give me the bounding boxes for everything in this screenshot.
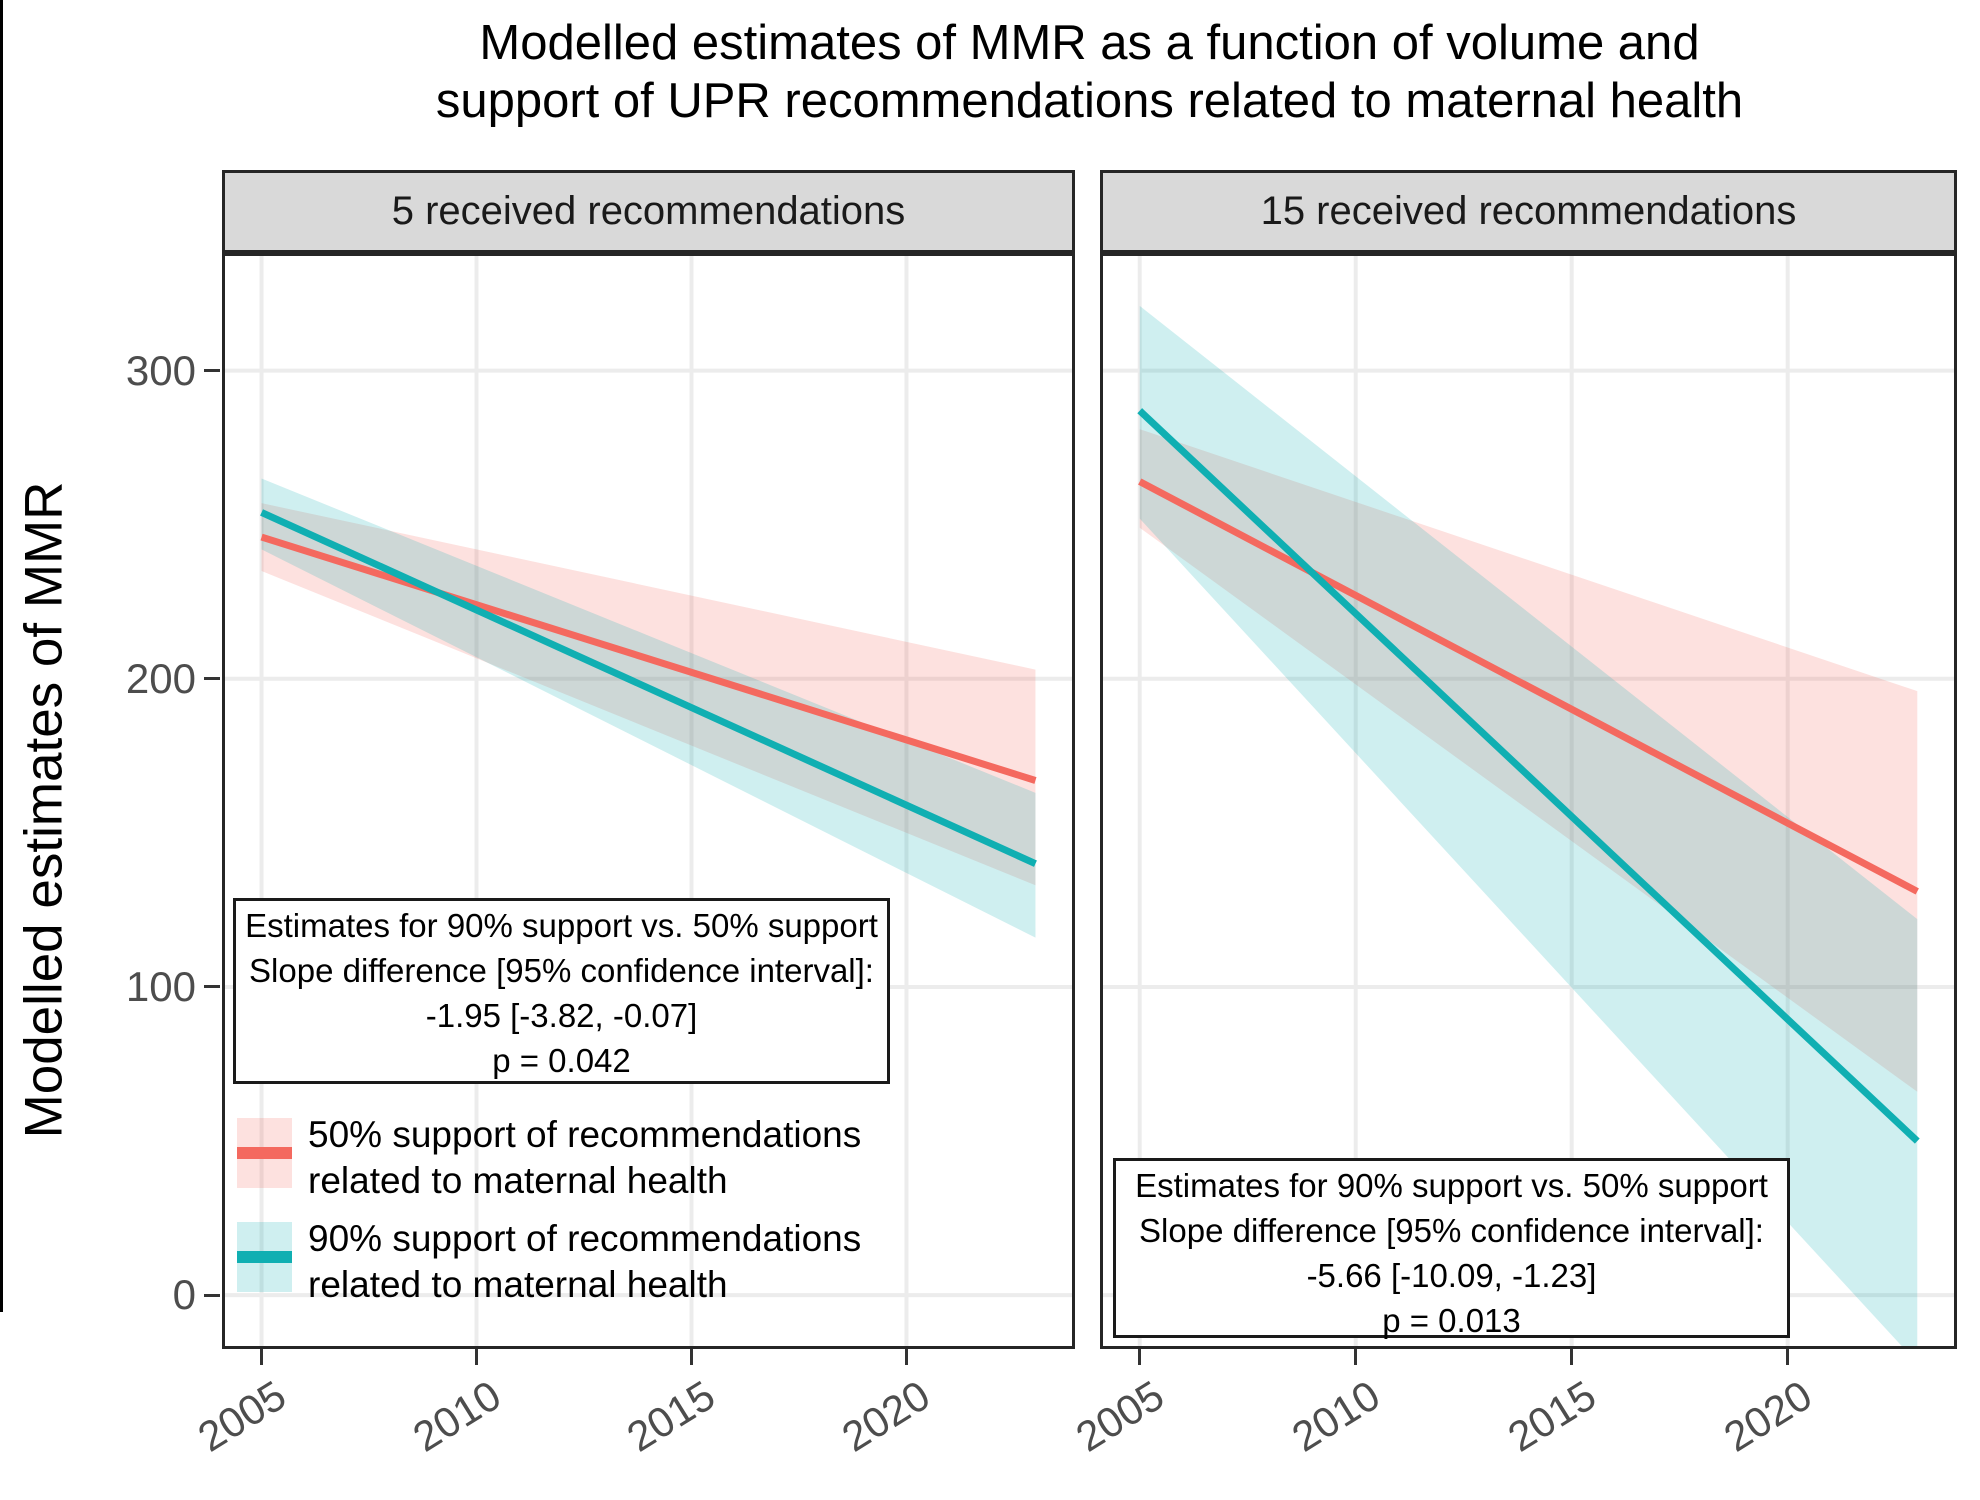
x-tick-label: 2005 [189, 1371, 294, 1461]
y-tick-mark [204, 1293, 220, 1297]
legend-key-support_50 [237, 1118, 292, 1188]
legend-label-support_50: 50% support of recommendations related to… [308, 1112, 861, 1204]
x-tick-label: 2015 [619, 1371, 724, 1461]
x-tick-mark [689, 1349, 693, 1365]
facet-strip: 5 received recommendations [222, 170, 1075, 253]
x-tick-mark [1354, 1349, 1358, 1365]
x-tick-label: 2015 [1499, 1371, 1604, 1461]
chart-title-line2: support of UPR recommendations related t… [435, 74, 1744, 128]
x-tick-mark [1570, 1349, 1574, 1365]
y-tick-label: 300 [125, 346, 196, 394]
legend-label-line1: 90% support of recommendations [308, 1218, 862, 1259]
x-tick-mark [1786, 1349, 1790, 1365]
x-tick-label: 2020 [1715, 1371, 1820, 1461]
plot-area [222, 253, 1075, 1349]
trend-line-support_50 [260, 533, 1037, 784]
y-tick-label: 100 [125, 962, 196, 1010]
legend-label-support_90: 90% support of recommendations related to… [308, 1216, 861, 1308]
annotation-line: Slope difference [95% confidence interva… [1139, 1212, 1764, 1249]
y-tick-label: 200 [125, 654, 196, 702]
annotation-line: Estimates for 90% support vs. 50% suppor… [245, 907, 878, 944]
x-tick-label: 2005 [1067, 1371, 1172, 1461]
trend-line-support_50 [1138, 478, 1919, 895]
left-edge-line [0, 0, 3, 1312]
y-tick-label: 0 [172, 1271, 196, 1319]
legend-label-line2: related to maternal health [308, 1264, 728, 1305]
legend-label-line1: 50% support of recommendations [308, 1114, 862, 1155]
trend-line-support_90 [260, 509, 1037, 867]
legend-key-line-support_50 [237, 1147, 292, 1159]
annotation-box: Estimates for 90% support vs. 50% suppor… [233, 898, 890, 1084]
annotation-line: Estimates for 90% support vs. 50% suppor… [1135, 1167, 1768, 1204]
trend-line-support_90 [1137, 408, 1920, 1144]
annotation-line: p = 0.013 [1382, 1302, 1521, 1339]
annotation-line: p = 0.042 [492, 1042, 631, 1079]
x-tick-label: 2020 [834, 1371, 939, 1461]
legend-label-line2: related to maternal health [308, 1160, 728, 1201]
annotation-line: -5.66 [-10.09, -1.23] [1306, 1257, 1597, 1294]
x-tick-mark [475, 1349, 479, 1365]
x-tick-mark [260, 1349, 264, 1365]
annotation-line: Slope difference [95% confidence interva… [249, 952, 874, 989]
x-tick-mark [904, 1349, 908, 1365]
annotation-box: Estimates for 90% support vs. 50% suppor… [1113, 1158, 1790, 1339]
y-tick-mark [204, 985, 220, 989]
x-tick-mark [1138, 1349, 1142, 1365]
legend-key-line-support_90 [237, 1251, 292, 1263]
y-axis-title: Modelled estimates of MMR [14, 481, 74, 1139]
ci-ribbon-support_90 [261, 478, 1036, 938]
x-tick-label: 2010 [1283, 1371, 1388, 1461]
chart-title: Modelled estimates of MMR as a function … [222, 14, 1957, 130]
y-tick-mark [204, 369, 220, 373]
panel-svg [225, 256, 1072, 1346]
facet-strip: 15 received recommendations [1100, 170, 1957, 253]
x-tick-label: 2010 [404, 1371, 509, 1461]
ci-ribbon-support_90 [1139, 305, 1918, 1346]
y-tick-mark [204, 677, 220, 681]
annotation-line: -1.95 [-3.82, -0.07] [425, 997, 698, 1034]
legend-key-support_90 [237, 1222, 292, 1292]
chart-title-line1: Modelled estimates of MMR as a function … [479, 16, 1700, 70]
